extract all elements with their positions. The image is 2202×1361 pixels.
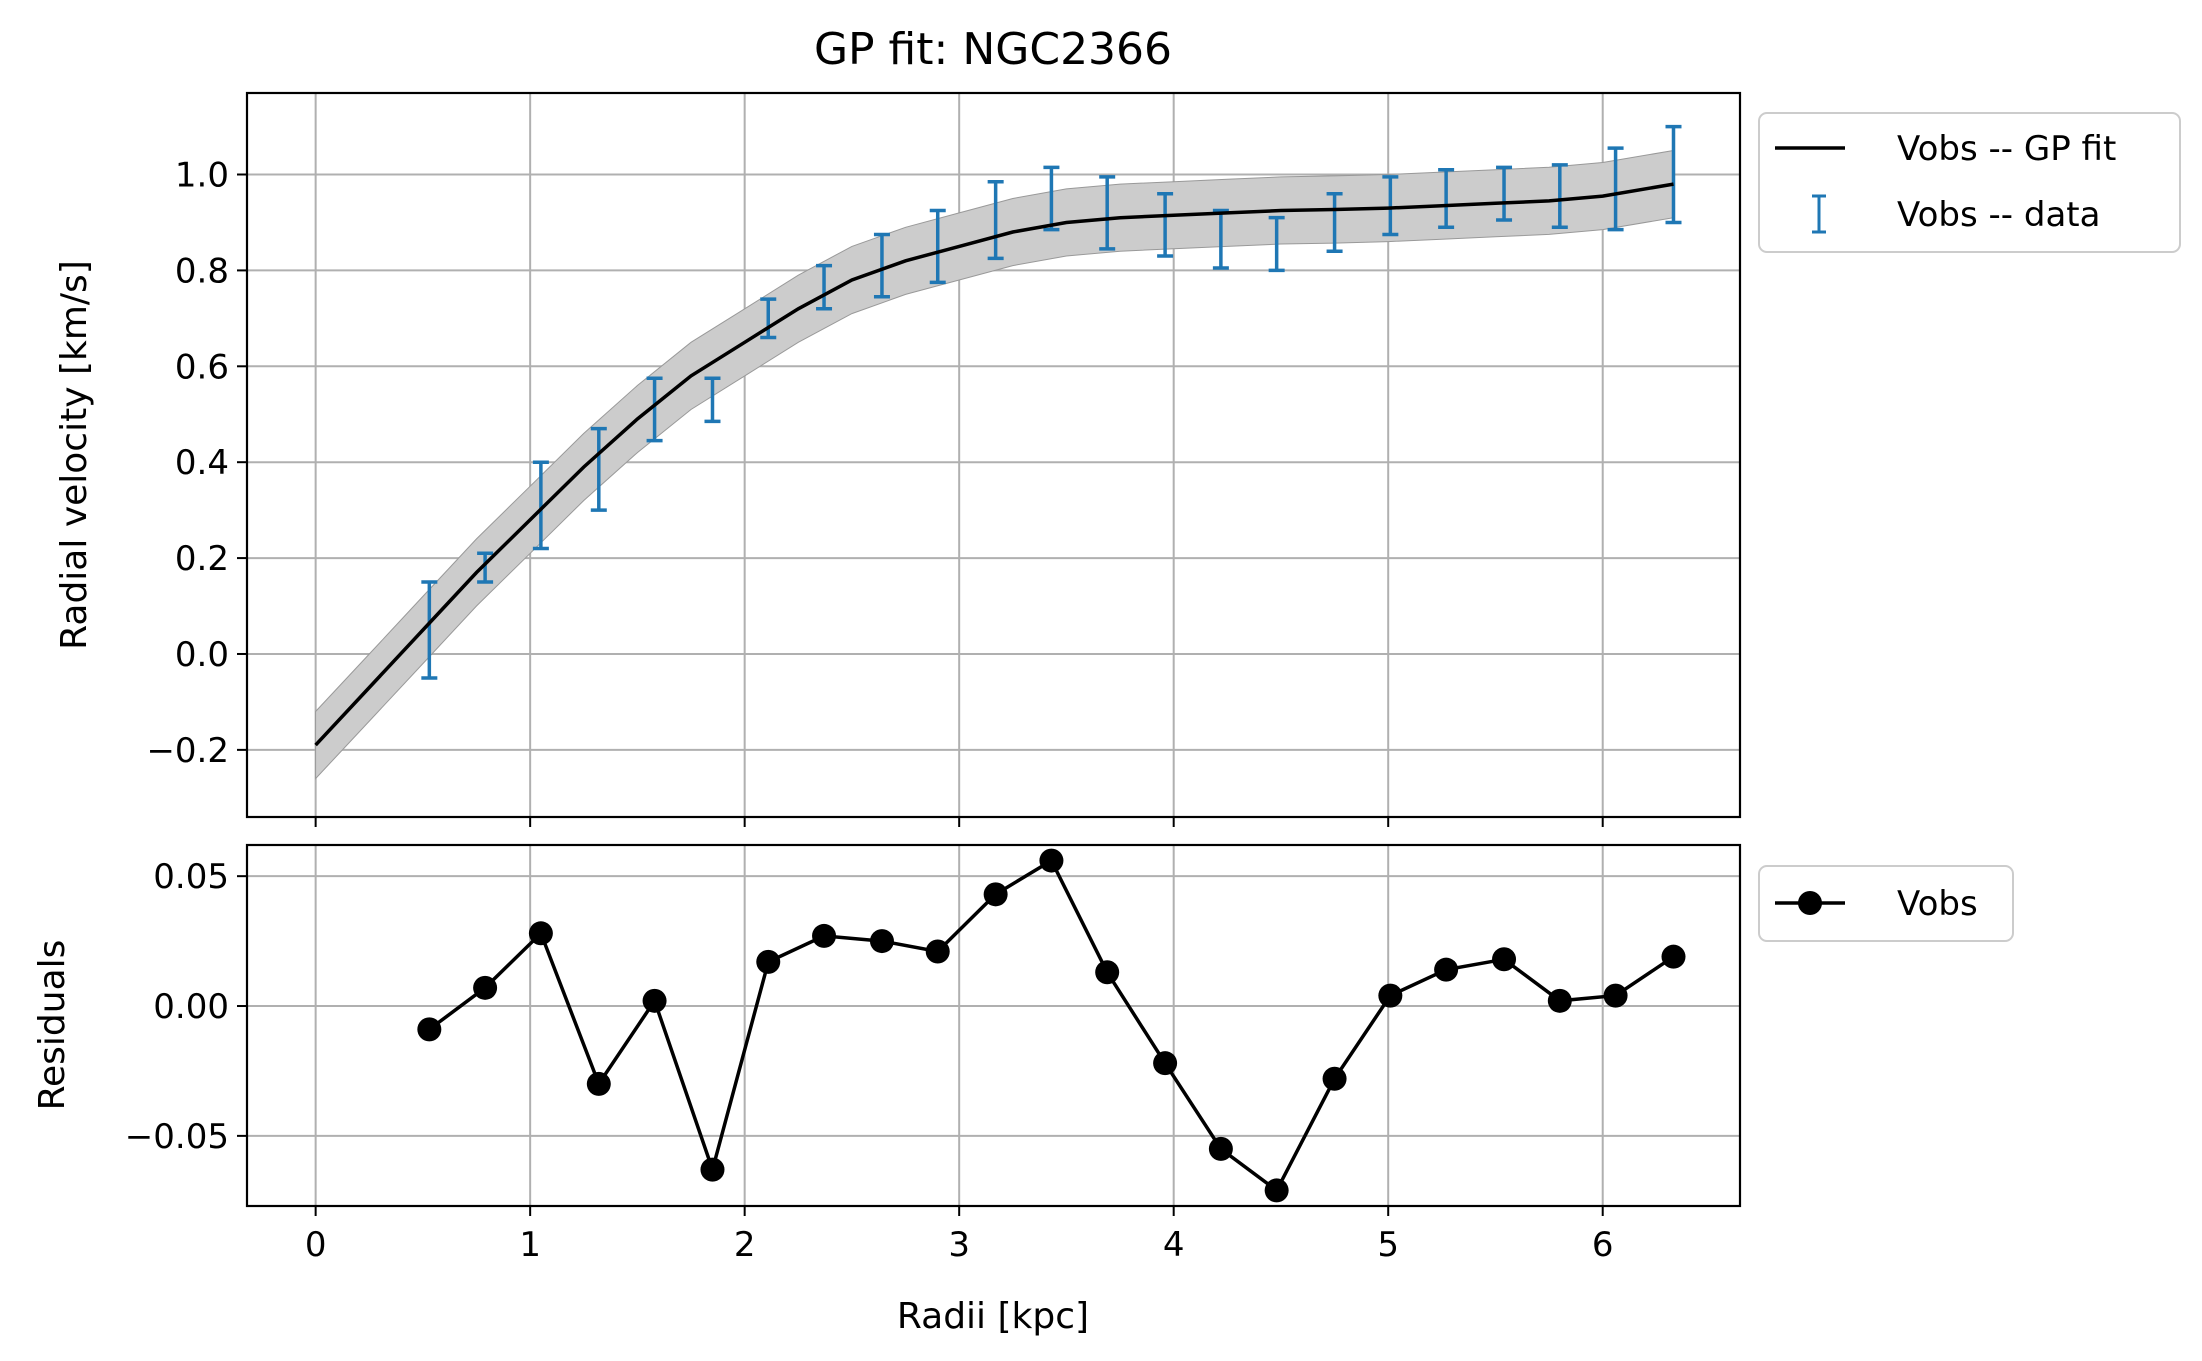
residual-point	[1095, 960, 1120, 985]
residual-point	[869, 929, 894, 954]
errorbar	[1382, 175, 1399, 237]
bottom-y-ticks: −0.05 0.00 0.05	[125, 857, 247, 1157]
y-tick-label: −0.2	[146, 731, 229, 771]
y-tick-label: 0.4	[175, 443, 229, 483]
residual-point	[1378, 983, 1403, 1008]
x-tick-label: 2	[734, 1225, 756, 1265]
errorbar	[646, 376, 663, 443]
residual-point	[473, 975, 498, 1000]
residual-point	[812, 923, 837, 948]
errorbar	[1099, 175, 1116, 251]
errorbar	[1496, 165, 1513, 222]
errorbar	[704, 376, 721, 424]
legend-residuals-label: Vobs	[1897, 884, 1978, 924]
errorbar	[1607, 146, 1624, 232]
errorbar	[1438, 167, 1455, 230]
top-grid	[247, 93, 1740, 817]
residual-point	[417, 1017, 442, 1042]
x-tick-label: 1	[519, 1225, 541, 1265]
residual-point	[1603, 983, 1628, 1008]
x-tick-label: 4	[1163, 1225, 1185, 1265]
x-tick-label: 0	[305, 1225, 327, 1265]
residual-point	[700, 1157, 725, 1182]
x-axis-label: Radii [kpc]	[897, 1296, 1089, 1337]
bottom-axes-frame	[245, 843, 1742, 1208]
residual-point	[756, 949, 781, 974]
residual-point	[1492, 947, 1517, 972]
top-axes-frame	[245, 91, 1742, 819]
errorbar	[1268, 215, 1285, 273]
residual-point	[1547, 988, 1572, 1013]
y-tick-label: 0.2	[175, 539, 229, 579]
errorbar	[532, 460, 549, 551]
top-x-ticks	[314, 817, 1604, 827]
residual-point	[1208, 1136, 1233, 1161]
errorbar	[421, 580, 438, 680]
bottom-panel: 0 1 2 3 4 5 6 −0.05 0.00 0.05 Radii [kpc] Residu…	[32, 843, 2014, 1337]
top-y-axis-label: Radial velocity [km/s]	[54, 260, 95, 650]
residual-point	[1661, 944, 1686, 969]
residual-point	[1153, 1051, 1178, 1076]
top-legend-box	[1758, 112, 2181, 253]
errorbar	[873, 232, 890, 299]
bottom-legend-box	[1758, 865, 2014, 942]
legend-data-label: Vobs -- data	[1897, 195, 2100, 235]
y-tick-label: −0.05	[125, 1117, 229, 1157]
residual-point	[1322, 1066, 1347, 1091]
residual-point	[983, 882, 1008, 907]
errorbar	[1212, 208, 1229, 270]
x-tick-label: 6	[1592, 1225, 1614, 1265]
y-tick-label: 0.0	[175, 635, 229, 675]
errorbar	[1326, 191, 1343, 253]
residual-point	[925, 939, 950, 964]
top-panel: −0.2 0.0 0.2 0.4 0.6 0.8 1.0 GP fit: NGC2366 R…	[54, 24, 2181, 827]
legend-residuals-swatch-marker	[1798, 891, 1822, 915]
top-legend: Vobs -- GP fit Vobs -- data	[1758, 112, 2181, 253]
errorbar	[760, 297, 777, 340]
errorbar	[816, 263, 833, 311]
y-tick-label: 1.0	[175, 156, 229, 196]
top-y-ticks: −0.2 0.0 0.2 0.4 0.6 0.8 1.0	[146, 156, 247, 771]
errorbar	[929, 208, 946, 285]
legend-data-swatch	[1812, 194, 1826, 234]
y-tick-label: 0.8	[175, 251, 229, 291]
bottom-legend: Vobs	[1758, 865, 2014, 942]
y-tick-label: 0.00	[153, 987, 229, 1027]
x-tick-label: 5	[1377, 1225, 1399, 1265]
errorbar	[987, 179, 1004, 261]
bottom-x-ticks: 0 1 2 3 4 5 6	[305, 1206, 1614, 1265]
errorbar	[1665, 124, 1682, 225]
errorbar	[1551, 163, 1568, 230]
y-tick-label: 0.6	[175, 347, 229, 387]
y-tick-label: 0.05	[153, 857, 229, 897]
errorbar	[1043, 165, 1060, 232]
residual-point	[642, 988, 667, 1013]
residual-point	[1039, 848, 1064, 873]
x-tick-label: 3	[948, 1225, 970, 1265]
errorbar	[477, 551, 494, 584]
residual-point	[1434, 957, 1459, 982]
errorbar	[1157, 191, 1174, 258]
chart-title: GP fit: NGC2366	[814, 24, 1172, 75]
residual-point	[586, 1071, 611, 1096]
errorbar	[590, 426, 607, 512]
residuals-markers	[417, 848, 1686, 1203]
bottom-y-axis-label: Residuals	[32, 940, 73, 1111]
bottom-grid	[247, 845, 1740, 1206]
residual-point	[1264, 1178, 1289, 1203]
legend-fit-label: Vobs -- GP fit	[1897, 129, 2116, 169]
gp-fit-line	[314, 182, 1674, 747]
data-errorbars	[421, 124, 1682, 680]
residual-point	[528, 921, 553, 946]
